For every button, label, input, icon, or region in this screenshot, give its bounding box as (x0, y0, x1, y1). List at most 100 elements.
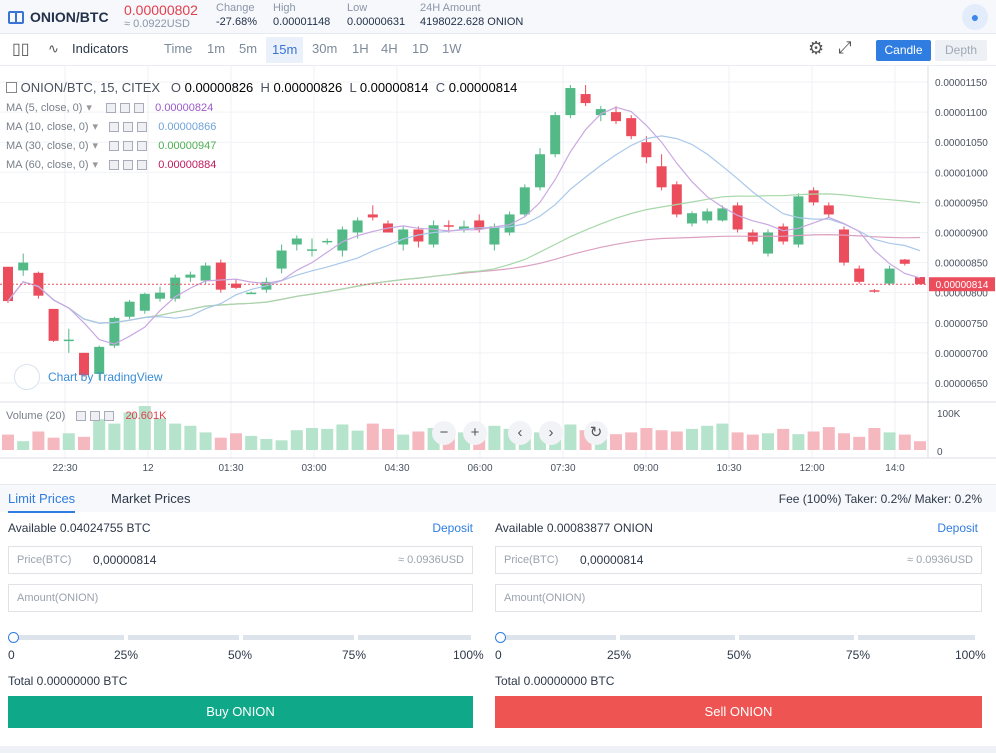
volume-bar (2, 434, 14, 450)
pct-100[interactable]: 100% (955, 648, 986, 662)
interval-1w[interactable]: 1W (442, 41, 462, 56)
price-chart[interactable]: 0.00001150 0.00001100 0.00001050 0.00001000… (0, 66, 996, 484)
settings-icon[interactable] (123, 140, 134, 151)
interval-1m[interactable]: 1m (207, 41, 226, 56)
candle-up (717, 208, 728, 221)
x-tick-label: 12:00 (799, 463, 824, 474)
eye-icon[interactable] (106, 102, 117, 113)
pct-75[interactable]: 75% (342, 648, 367, 662)
buy-price-field[interactable]: Price(BTC) 0,00000814 ≈ 0.0936USD (8, 546, 473, 574)
close-icon[interactable] (137, 121, 148, 132)
ohlc-open: 0.00000826 (184, 80, 254, 95)
interval-1d[interactable]: 1D (412, 41, 429, 56)
slider-track (14, 635, 124, 640)
candle-down (839, 229, 849, 263)
close-icon[interactable] (134, 102, 145, 113)
sell-amount-label: Amount(ONION) (504, 592, 586, 604)
pct-75[interactable]: 75% (846, 648, 871, 662)
eye-icon[interactable] (109, 121, 120, 132)
volume-bar (32, 431, 45, 450)
ma30-legend[interactable]: MA (30, close, 0) ▾ 0.00000947 (6, 139, 217, 153)
sell-button[interactable]: Sell ONION (495, 696, 982, 728)
ma60-legend[interactable]: MA (60, close, 0) ▾ 0.00000884 (6, 158, 217, 172)
reset-chart-button[interactable]: ↻ (584, 421, 608, 445)
volume-axis-label: 100K (937, 409, 961, 420)
candle-up (155, 292, 165, 299)
volume-bar (290, 430, 303, 450)
settings-icon[interactable] (120, 102, 131, 113)
candlestick-chart-svg[interactable]: 0.00001150 0.00001100 0.00001050 0.00001000… (0, 66, 996, 484)
slider-handle[interactable] (8, 632, 19, 643)
sell-amount-field[interactable]: Amount(ONION) (495, 584, 982, 612)
candle-up (246, 292, 257, 295)
eye-icon[interactable] (76, 411, 87, 421)
ma10-label: MA (10, close, 0) (6, 120, 89, 133)
buy-deposit-link[interactable]: Deposit (432, 521, 473, 535)
interval-time[interactable]: Time (164, 41, 193, 56)
ma5-legend[interactable]: MA (5, close, 0) ▾ 0.00000824 (6, 101, 214, 115)
eye-icon[interactable] (109, 140, 120, 151)
candle-type-icon[interactable]: ▯▯ (12, 41, 30, 58)
collapse-icon[interactable] (6, 82, 17, 93)
lightbulb-icon[interactable]: ● (962, 4, 988, 30)
sell-amount-slider[interactable] (495, 632, 982, 644)
buy-button[interactable]: Buy ONION (8, 696, 473, 728)
chart-toolbar: ▯▯ ∿ Indicators Time 1m 5m 15m 30m 1H 4H… (0, 34, 996, 66)
indicators-button[interactable]: Indicators (72, 41, 129, 56)
scroll-right-button[interactable]: › (539, 421, 563, 445)
tab-market-prices[interactable]: Market Prices (111, 491, 191, 506)
indicators-icon[interactable]: ∿ (48, 41, 59, 56)
zoom-in-button[interactable]: + (463, 421, 487, 445)
pair-selector[interactable]: ONION/BTC (8, 7, 109, 27)
settings-icon[interactable] (90, 411, 101, 421)
sell-price-field[interactable]: Price(BTC) 0,00000814 ≈ 0.0936USD (495, 546, 982, 574)
pct-0[interactable]: 0 (8, 648, 15, 662)
fullscreen-icon[interactable]: ⤢ (838, 38, 852, 57)
low-block: Low 0.00000631 (347, 2, 405, 28)
scroll-left-button[interactable]: ‹ (508, 421, 532, 445)
settings-gear-icon[interactable]: ⚙ (808, 38, 825, 58)
eye-icon[interactable] (109, 159, 120, 170)
tab-limit-prices[interactable]: Limit Prices (8, 491, 76, 513)
candle-down (747, 232, 758, 242)
settings-icon[interactable] (123, 121, 134, 132)
slider-handle[interactable] (495, 632, 506, 643)
buy-amount-field[interactable]: Amount(ONION) (8, 584, 473, 612)
x-tick-label: 07:30 (550, 463, 575, 474)
slider-track (620, 635, 735, 640)
pct-100[interactable]: 100% (453, 648, 484, 662)
y-tick-label: 0.00000700 (935, 349, 988, 360)
close-icon[interactable] (104, 411, 115, 421)
amount-block: 24H Amount 4198022.628 ONION (420, 2, 523, 28)
pct-50[interactable]: 50% (228, 648, 253, 662)
volume-bar (366, 423, 379, 450)
slider-track (858, 635, 975, 640)
depth-button[interactable]: Depth (935, 40, 987, 61)
zoom-out-button[interactable]: − (432, 421, 456, 445)
close-icon[interactable] (137, 140, 148, 151)
interval-30m[interactable]: 30m (312, 41, 338, 56)
ma5-label: MA (5, close, 0) (6, 101, 83, 114)
interval-4h[interactable]: 4H (381, 41, 398, 56)
volume-bar (701, 425, 714, 450)
interval-5m[interactable]: 5m (239, 41, 258, 56)
tradingview-attribution[interactable]: Chart by TradingView (14, 364, 163, 390)
pct-0[interactable]: 0 (495, 648, 502, 662)
interval-15m[interactable]: 15m (266, 37, 304, 63)
ma10-legend[interactable]: MA (10, close, 0) ▾ 0.00000866 (6, 120, 217, 134)
close-icon[interactable] (137, 159, 148, 170)
low-value: 0.00000631 (347, 16, 406, 28)
volume-bar (17, 441, 30, 450)
book-icon (8, 10, 24, 24)
pct-25[interactable]: 25% (607, 648, 632, 662)
pct-25[interactable]: 25% (114, 648, 139, 662)
candle-button[interactable]: Candle (876, 40, 931, 61)
sell-deposit-link[interactable]: Deposit (937, 521, 978, 535)
buy-amount-slider[interactable] (8, 632, 473, 644)
interval-1h[interactable]: 1H (352, 41, 369, 56)
volume-value: 20.601K (125, 410, 167, 422)
candle-down (611, 112, 621, 122)
pct-50[interactable]: 50% (727, 648, 752, 662)
settings-icon[interactable] (123, 159, 134, 170)
volume-legend[interactable]: Volume (20) 20.601K (6, 410, 166, 422)
